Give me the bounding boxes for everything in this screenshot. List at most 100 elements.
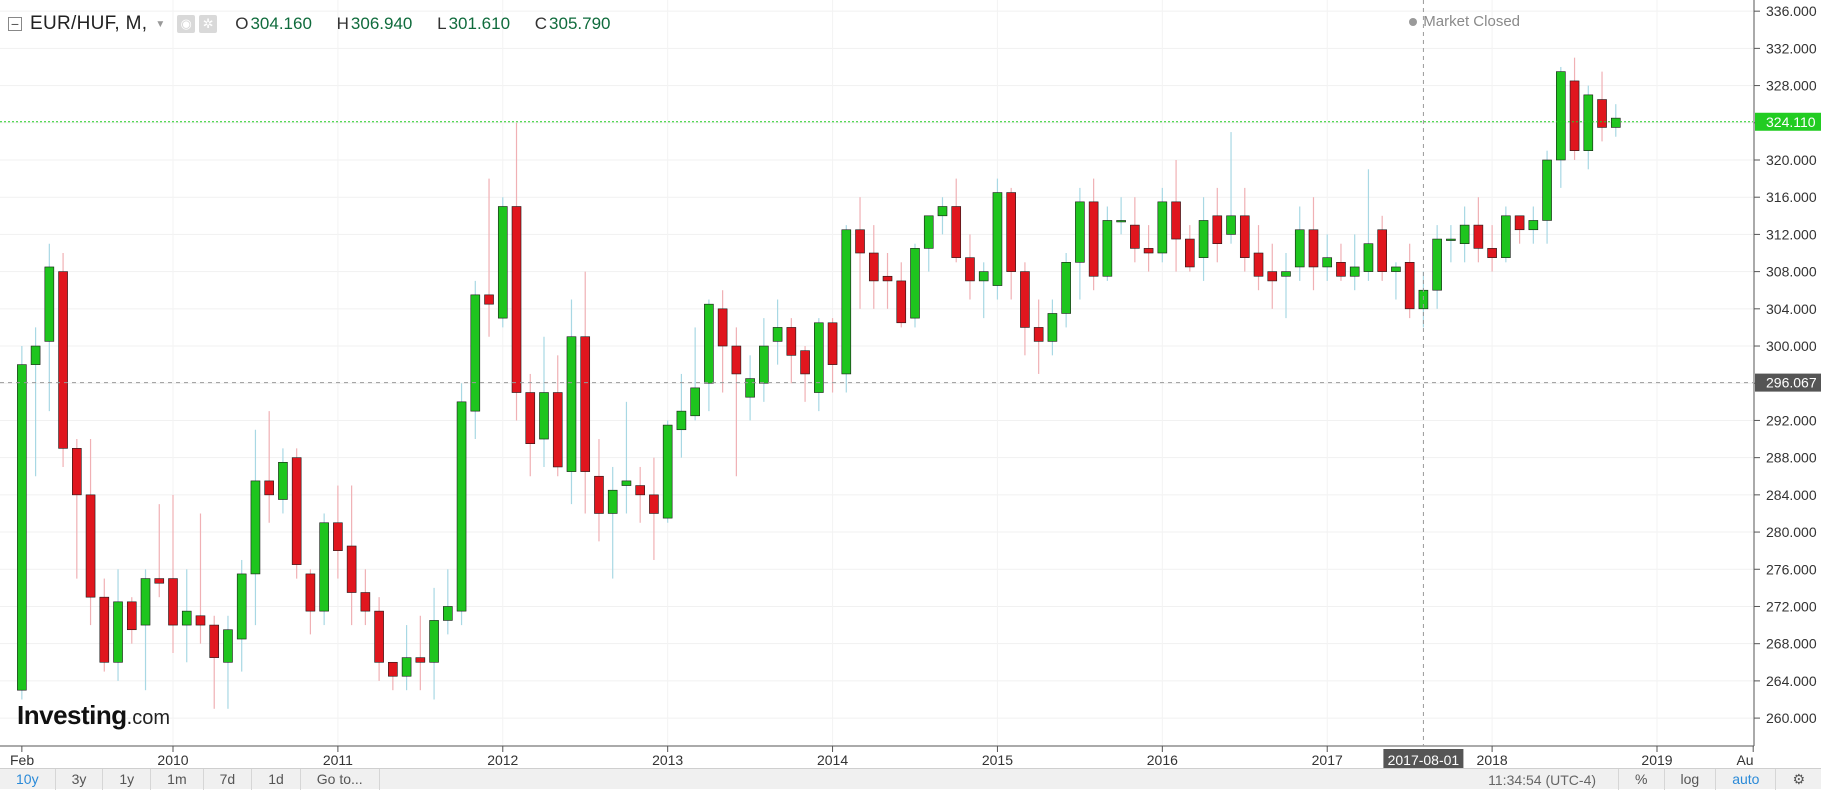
candle-body [717,308,728,347]
candle-body [346,545,357,593]
candle-body [1322,257,1333,268]
status-dot-icon [1409,17,1418,26]
gear-icon[interactable]: ✲ [199,15,218,33]
percent-scale-button[interactable]: % [1618,769,1663,790]
bottom-toolbar: 10y 3y 1y 1m 7d 1d Go to... 11:34:54 (UT… [0,768,1821,790]
plot-area [0,0,1753,746]
candle-body [1061,262,1071,314]
ohlc-open: O 304.160 [235,14,312,33]
candle-body [1473,224,1484,249]
candle-body [1528,220,1539,231]
candle-body [1377,229,1387,272]
candle-body [1391,266,1401,272]
candle-body [978,271,989,282]
candle-body [126,601,137,631]
log-scale-button[interactable]: log [1663,769,1716,790]
candle-body [1597,99,1607,128]
range-10y-button[interactable]: 10y [0,768,56,790]
y-tick-label: 260.000 [1766,710,1817,726]
candle-body [1006,192,1016,272]
candle-body [1432,238,1442,291]
range-1d-button[interactable]: 1d [252,768,301,790]
y-tick-label: 312.000 [1766,226,1817,242]
candle-body [497,206,508,319]
candle-body [264,480,274,496]
candle-body [113,601,123,663]
x-tick-label: 2010 [157,752,188,768]
candle-body [85,494,96,598]
x-tick-label: 2015 [982,752,1013,768]
candle-body [1075,201,1085,263]
y-tick-label: 316.000 [1766,189,1817,205]
candle-body [333,522,343,551]
candle-body [649,494,659,514]
candle-body [745,378,755,398]
y-tick-label: 332.000 [1766,40,1817,56]
clock-readout: 11:34:54 (UTC-4) [1488,771,1597,788]
range-3y-button[interactable]: 3y [56,768,104,790]
market-status: Market Closed [1409,13,1520,30]
eye-icon[interactable]: ◉ [177,15,196,33]
candle-body [44,266,55,342]
candle-body [1143,248,1154,254]
range-1y-button[interactable]: 1y [103,768,152,790]
x-tick-label: 2016 [1147,752,1178,768]
y-tick-label: 320.000 [1766,152,1817,168]
candle-body [388,661,398,677]
range-7d-button[interactable]: 7d [204,768,253,790]
y-tick-label: 276.000 [1766,561,1817,577]
toolbar-right: 11:34:54 (UTC-4) % log auto ⚙ [1466,769,1821,790]
y-tick-label: 300.000 [1766,338,1817,354]
candle-body [1459,224,1470,245]
candle-body [552,392,563,468]
y-tick-label: 280.000 [1766,524,1817,540]
candle-body [1130,224,1140,249]
candle-body [1583,94,1594,151]
candle-body [827,322,838,365]
candle-body [525,392,536,444]
candle-body [937,206,948,217]
chevron-down-icon[interactable]: ▼ [155,18,166,30]
collapse-toggle-icon[interactable]: − [8,17,22,31]
goto-button[interactable]: Go to... [301,768,380,790]
candle-body [1267,271,1278,282]
candle-body [195,615,206,626]
candle-body [443,606,453,621]
candle-body [800,350,810,375]
settings-gear-icon[interactable]: ⚙ [1775,769,1821,790]
x-tick-label: 2013 [652,752,683,768]
candle-body [566,336,577,472]
candle-body [1610,117,1621,128]
y-tick-label: 268.000 [1766,636,1817,652]
candle-body [772,327,783,342]
investing-logo: Investing.com [17,700,170,730]
range-1m-button[interactable]: 1m [151,768,204,790]
candle-body [140,578,151,626]
auto-scale-button[interactable]: auto [1715,769,1775,790]
candle-body [1239,215,1250,258]
candle-body [1446,238,1456,241]
candle-body [30,345,41,365]
x-tick-label: 2019 [1641,752,1672,768]
candle-body [209,624,220,658]
candle-body [855,229,865,254]
x-tick-label: 2018 [1477,752,1508,768]
candle-body [759,345,769,384]
candle-body [882,275,893,282]
candle-body [992,192,1003,286]
candle-body [374,610,384,663]
crosshair-price-label: 296.067 [1766,375,1817,391]
candle-body [470,294,481,412]
candle-body [621,480,632,486]
crosshair-date-label: 2017-08-01 [1388,752,1460,768]
candle-body [690,387,700,417]
y-tick-label: 264.000 [1766,673,1817,689]
y-tick-label: 288.000 [1766,450,1817,466]
candle-body [607,489,618,514]
candle-body [1487,248,1497,258]
ohlc-high: H 306.940 [336,14,413,33]
candle-body [704,303,714,384]
candle-body [910,248,920,319]
